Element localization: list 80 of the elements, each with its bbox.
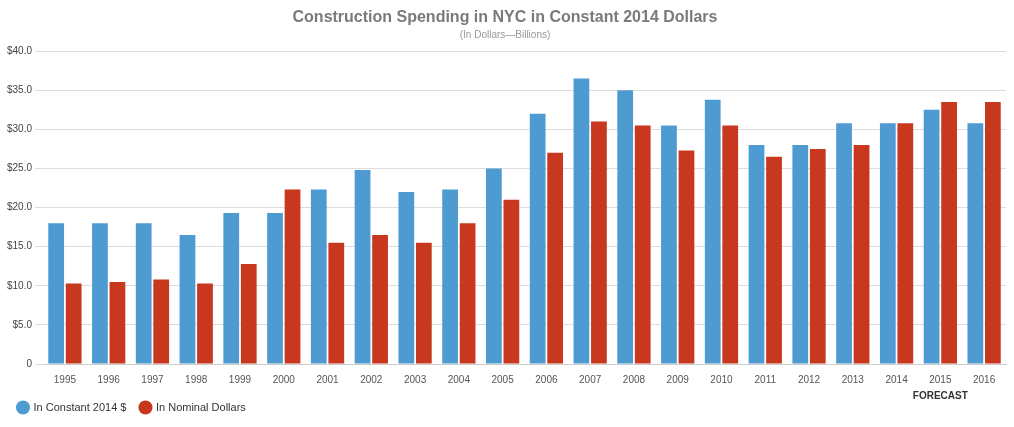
y-tick-label: 0 — [26, 357, 33, 369]
x-tick-label: 2016 — [972, 373, 996, 385]
y-tick-label: $35.0 — [6, 84, 33, 96]
bar — [284, 189, 301, 364]
bar — [459, 223, 476, 364]
x-tick-label: 2004 — [447, 373, 471, 385]
bar — [179, 234, 196, 364]
bar — [573, 78, 590, 364]
bar — [967, 123, 984, 364]
bar — [442, 189, 458, 364]
bar — [748, 145, 765, 364]
bar — [923, 109, 940, 364]
y-tick-label: $15.0 — [6, 240, 33, 252]
x-tick-label: 1995 — [53, 373, 77, 385]
chart-title: Construction Spending in NYC in Constant 2014 Dollars — [292, 8, 718, 26]
text: FORECAST — [912, 389, 968, 401]
bar — [836, 123, 852, 364]
bar — [879, 123, 896, 364]
bar — [92, 223, 108, 364]
y-tick-label: $25.0 — [6, 162, 33, 174]
bar — [547, 152, 564, 364]
x-tick-label: 2010 — [710, 373, 734, 385]
bar — [853, 145, 870, 364]
bar — [328, 242, 345, 364]
x-tick-label: 2008 — [622, 373, 646, 385]
bar — [398, 191, 415, 364]
bar — [372, 234, 388, 364]
bar — [678, 150, 695, 364]
x-tick-label: 2000 — [272, 373, 296, 385]
bar — [415, 242, 432, 364]
bar — [984, 102, 1001, 364]
y-tick-label: $30.0 — [6, 123, 33, 135]
bar — [617, 90, 634, 364]
bar — [766, 156, 782, 364]
bar — [354, 170, 371, 364]
bar — [65, 283, 82, 364]
y-tick-label: $40.0 — [6, 44, 33, 56]
x-tick-label: 2001 — [316, 373, 340, 385]
y-tick-label: $10.0 — [6, 279, 33, 291]
bar — [809, 148, 826, 364]
bar — [591, 121, 607, 364]
bar — [485, 168, 502, 364]
x-tick-label: 2005 — [491, 373, 515, 385]
legend-label: In Nominal Dollars — [155, 400, 247, 413]
bar — [135, 223, 152, 364]
bar — [197, 283, 213, 364]
x-tick-label: 2006 — [535, 373, 558, 385]
bar — [153, 279, 170, 364]
bar — [792, 145, 809, 364]
chart-subtitle: (In Dollars—Billions) — [459, 28, 551, 40]
x-tick-label: 2013 — [841, 373, 865, 385]
bar — [223, 213, 240, 364]
y-tick-label: $5.0 — [12, 318, 33, 330]
x-tick-label: 2003 — [403, 373, 427, 385]
x-tick-label: 2012 — [797, 373, 821, 385]
x-tick-label: 2011 — [754, 373, 777, 385]
bar — [722, 125, 739, 364]
bar — [109, 281, 126, 364]
x-tick-label: 2015 — [929, 373, 952, 385]
bar — [503, 199, 520, 364]
bar — [240, 263, 257, 364]
x-tick-label: 1999 — [228, 373, 252, 385]
x-tick-label: 1996 — [97, 373, 121, 385]
bar — [48, 223, 65, 364]
bar — [704, 99, 721, 364]
y-tick-label: $20.0 — [6, 201, 33, 213]
x-tick-label: 1997 — [141, 373, 165, 385]
bar — [634, 125, 651, 364]
x-tick-label: 2007 — [579, 373, 602, 385]
bar — [267, 213, 283, 364]
bar — [529, 113, 546, 364]
bar — [941, 102, 957, 364]
x-tick-label: 2009 — [666, 373, 690, 385]
bar — [310, 189, 327, 364]
x-tick-label: 1998 — [185, 373, 208, 385]
bar — [661, 125, 677, 364]
legend-label: In Constant 2014 $ — [33, 400, 127, 413]
bar — [897, 123, 914, 364]
x-tick-label: 2002 — [360, 373, 383, 385]
x-tick-label: 2014 — [885, 373, 909, 385]
